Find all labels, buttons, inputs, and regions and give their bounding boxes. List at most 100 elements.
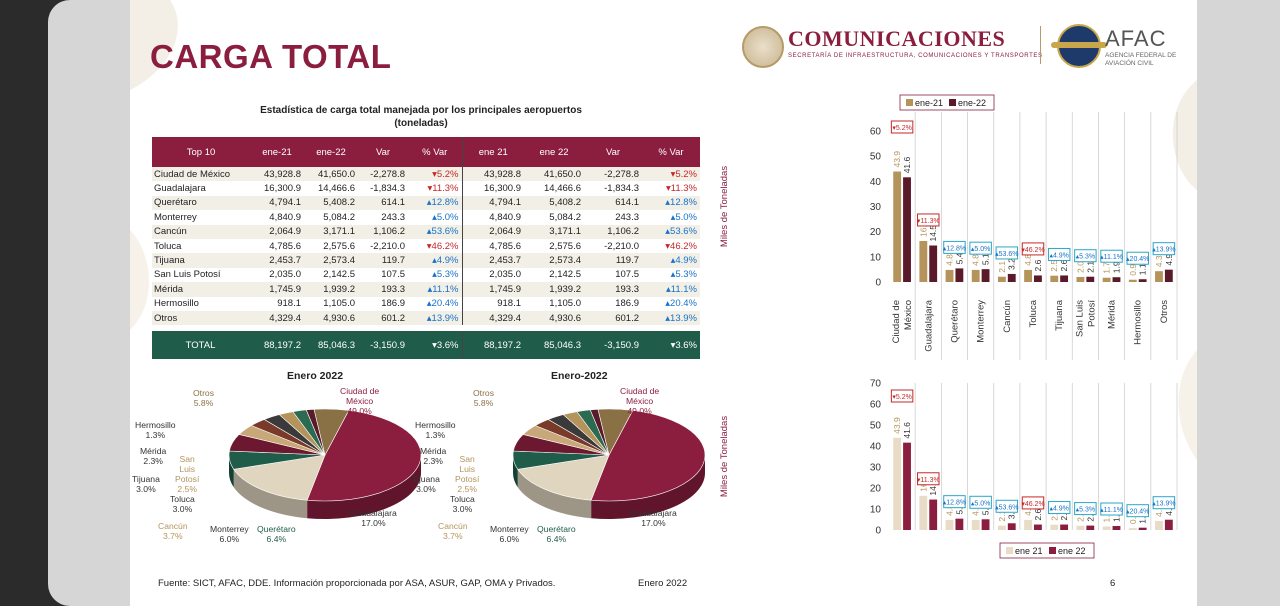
- ene21-value: 918.1: [277, 298, 301, 310]
- afac-name: AFAC: [1105, 26, 1167, 51]
- bar-ene-21: [1128, 528, 1137, 530]
- var-value: 601.2: [381, 312, 405, 324]
- pct-badge: [1126, 504, 1149, 518]
- pct-var: ▴4.9%: [432, 255, 459, 267]
- bar-ene-22: [1034, 275, 1042, 282]
- category-label: Toluca: [1028, 299, 1039, 327]
- ytd-ene21-value: 2,453.7: [461, 253, 524, 268]
- pct-badge: [943, 495, 966, 509]
- data-label: 2.1: [997, 261, 1007, 273]
- table-row: San Luis Potosí 2,035.0 2,142.5 107.5 ▴5.3% 2…: [152, 267, 700, 283]
- bar-ene-21: [1102, 526, 1111, 530]
- data-label: 5.1: [981, 503, 991, 515]
- y-axis-label: Miles de Toneladas: [719, 166, 730, 247]
- pct-badge: [890, 389, 914, 403]
- ytd-ene21-value: 918.1: [461, 296, 524, 311]
- table-header-3: Var: [358, 137, 408, 167]
- bar-ene-21: [919, 240, 928, 282]
- ytd-ene22-value: 85,046.3: [524, 325, 584, 360]
- logo-divider: [1040, 26, 1041, 64]
- ytd-pct-var: ▴12.8%: [665, 197, 697, 209]
- table-row: Ciudad de México 43,928.8 41,650.0 -2,278.8…: [152, 167, 700, 182]
- bar-ene-22: [903, 442, 911, 530]
- y-tick-label: 10: [870, 505, 882, 516]
- bar-ene-22: [1164, 269, 1173, 282]
- y-tick-label: 50: [870, 152, 882, 163]
- pie-side-ciudad-de-m-xico: [307, 455, 421, 519]
- ytd-pct-var: ▴13.9%: [665, 312, 697, 324]
- pct-var: ▴13.9%: [426, 312, 459, 324]
- ytd-var-value: 243.3: [615, 211, 639, 223]
- y-tick-label: 40: [870, 177, 882, 188]
- data-label: 3.2: [1007, 258, 1017, 270]
- pie-label-toluca: Toluca 3.0%: [170, 494, 195, 514]
- pct-var: ▴5.3%: [432, 269, 459, 281]
- pct-badge-text: ▴5.3%: [1076, 507, 1095, 514]
- bar-ene-21: [1128, 279, 1137, 282]
- comunicaciones-subtitle: SECRETARÍA DE INFRAESTRUCTURA, COMUNICAC…: [788, 53, 1043, 59]
- data-label: 41.6: [902, 422, 912, 439]
- page-title: CARGA TOTAL: [150, 38, 392, 75]
- ytd-var-value: -2,210.0: [604, 240, 639, 252]
- pie-side-guadalajara: [517, 469, 592, 519]
- y-tick-label: 10: [870, 252, 882, 263]
- pct-badge-text: ▴5.0%: [971, 500, 990, 507]
- bar-ene-21: [1155, 520, 1163, 530]
- bar-ene-22: [1060, 275, 1069, 282]
- pct-var: ▴11.1%: [427, 283, 459, 295]
- data-label: 1.7: [1102, 510, 1112, 522]
- bar-ene-22: [1060, 524, 1069, 530]
- table-row: Tijuana 2,453.7 2,573.4 119.7 ▴4.9% 2,453.7 2,…: [152, 253, 700, 268]
- bar-chart-monthly: Miles de Toneladas 0 10 20 30 40 50 60 43.9 41.6 ▾…: [719, 94, 1178, 360]
- pie-slice-guadalajara: [517, 454, 610, 501]
- y-tick-label: 30: [870, 202, 882, 213]
- ene22-value: 1,939.2: [323, 283, 355, 295]
- data-label: 4.8: [945, 254, 955, 266]
- data-label: 14.5: [928, 225, 938, 242]
- pie2-title: Enero-2022: [551, 370, 608, 382]
- pct-var: ▴12.8%: [426, 197, 459, 209]
- pie-label-otros: Otros 5.8%: [473, 388, 495, 408]
- pct-badge: [1074, 249, 1097, 263]
- ytd-ene21-value: 4,785.6: [461, 238, 524, 254]
- ytd-ene22-value: 2,573.4: [549, 255, 581, 267]
- ene21-value: 16,300.9: [264, 183, 301, 195]
- table-header-row: Top 10 ene-21 ene-22 Var% Var ene 21 ene 22 Va…: [152, 137, 700, 167]
- category-label: Cancún: [1002, 300, 1013, 333]
- data-label: 4.9: [1164, 254, 1174, 266]
- ene22-value: 1,105.0: [323, 298, 355, 310]
- data-label: 41.6: [902, 156, 912, 173]
- pct-var: ▾46.2%: [426, 240, 459, 252]
- var-value: 243.3: [381, 211, 405, 223]
- pct-badge: [995, 246, 1019, 260]
- ytd-ene21-value: 2,064.9: [461, 224, 524, 239]
- bar-ene-22: [929, 499, 938, 530]
- data-label: 14.5: [928, 479, 938, 496]
- ene22-value: 2,573.4: [323, 255, 355, 267]
- data-label: 2.5: [1049, 509, 1059, 521]
- ytd-pct-var: ▴4.9%: [670, 255, 697, 267]
- pct-badge: [1152, 496, 1176, 510]
- table-header-5: ene 21: [461, 137, 524, 167]
- data-label: 1.1: [1138, 263, 1148, 275]
- ytd-var-value: 119.7: [615, 255, 639, 267]
- ytd-var-value: 1,106.2: [607, 226, 639, 238]
- pie-label-toluca: Toluca 3.0%: [450, 494, 475, 514]
- ytd-pct-var: ▾11.3%: [665, 183, 697, 195]
- table-title: Estadística de carga total manejada por …: [245, 104, 597, 130]
- pie-slice-otros: [313, 408, 350, 456]
- ytd-var-value: 614.1: [615, 197, 639, 209]
- pie-label-monterrey: Monterrey 6.0%: [490, 524, 529, 544]
- pct-badge: [1074, 502, 1097, 516]
- legend: ene-21 ene-22: [899, 94, 995, 111]
- legend-swatch: [1049, 547, 1056, 554]
- airport-name: Cancún: [154, 226, 187, 238]
- pie-side-guadalajara: [233, 469, 308, 519]
- ytd-pct-var: ▴20.4%: [665, 298, 697, 310]
- airport-name: Querétaro: [154, 197, 197, 209]
- ytd-pct-var: ▾5.2%: [670, 168, 697, 180]
- pie-chart-monthly: [228, 408, 422, 519]
- bar-ene-21: [971, 269, 980, 282]
- legend-label: ene 21: [1015, 546, 1043, 556]
- background-pattern: [130, 0, 1197, 460]
